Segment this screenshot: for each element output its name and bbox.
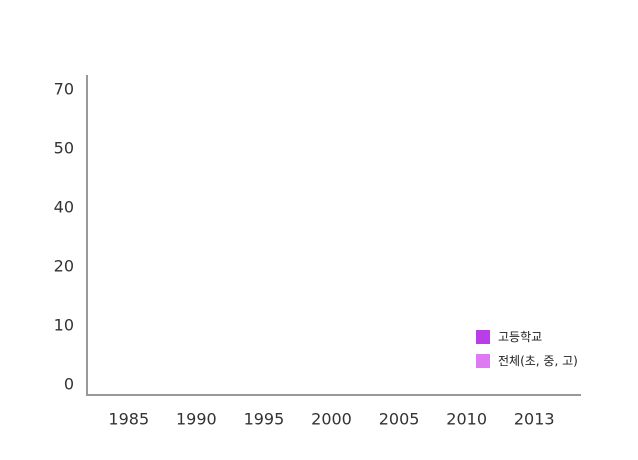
x-tick-label: 2005 — [379, 410, 420, 429]
y-tick-label: 0 — [64, 375, 74, 394]
legend-swatch — [476, 330, 490, 344]
y-tick-label: 10 — [54, 316, 74, 335]
x-tick-label: 1995 — [244, 410, 285, 429]
y-tick-label: 50 — [54, 139, 74, 158]
legend-label: 고등학교 — [498, 330, 542, 344]
y-tick-label: 70 — [54, 80, 74, 99]
x-tick-label: 2013 — [514, 410, 555, 429]
x-tick-label: 1985 — [108, 410, 149, 429]
x-tick-label: 2000 — [311, 410, 352, 429]
x-tick-label: 1990 — [176, 410, 217, 429]
y-tick-label: 40 — [54, 198, 74, 217]
y-tick-label: 20 — [54, 257, 74, 276]
legend-label: 전체(초, 중, 고) — [498, 354, 578, 368]
legend-swatch — [476, 354, 490, 368]
x-tick-label: 2010 — [446, 410, 487, 429]
